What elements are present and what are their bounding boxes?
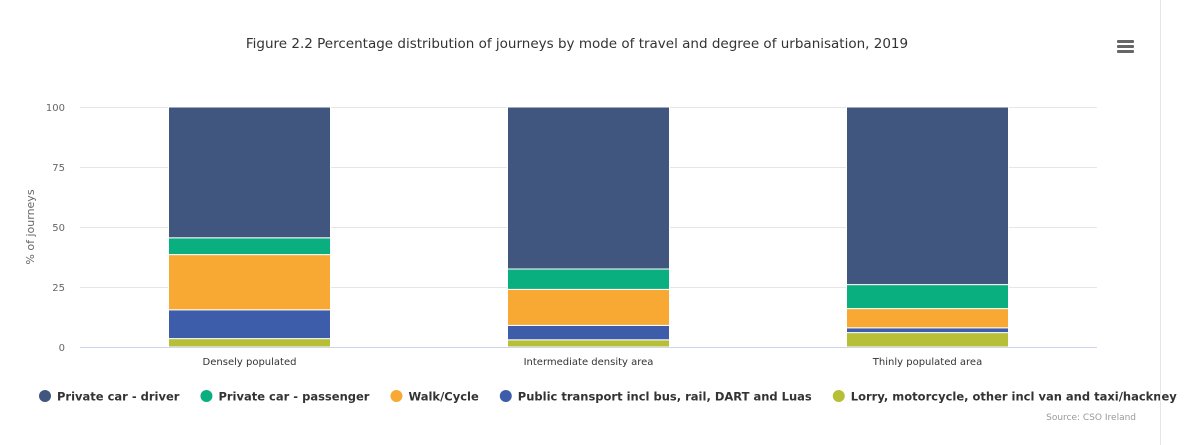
menu-icon-bar (1117, 40, 1134, 43)
chart-title: Figure 2.2 Percentage distribution of jo… (246, 36, 908, 52)
legend-marker (499, 390, 512, 402)
x-tick-label: Densely populated (203, 357, 297, 368)
x-tick-label: Thinly populated area (872, 357, 982, 368)
legend-label: Private car - driver (57, 390, 180, 404)
bar-segment[interactable] (846, 106, 1009, 286)
x-axis-labels: Densely populated Intermediate density ar… (203, 357, 983, 368)
bar-segment[interactable] (846, 284, 1009, 310)
bar-segment[interactable] (846, 308, 1009, 329)
bar-segment[interactable] (507, 324, 670, 341)
y-tick-label: 75 (52, 163, 65, 174)
legend-marker (200, 390, 213, 402)
bar-segment[interactable] (507, 288, 670, 326)
bar-segment[interactable] (168, 237, 331, 256)
legend-marker (832, 390, 845, 402)
y-tick-label: 25 (52, 283, 65, 294)
legend-item[interactable]: Private car - driver (39, 390, 180, 404)
bar-segment[interactable] (168, 309, 331, 340)
bar-segment[interactable] (168, 338, 331, 348)
y-tick-label: 100 (46, 103, 65, 114)
legend-label: Private car - passenger (218, 390, 369, 404)
legend-label: Public transport incl bus, rail, DART an… (518, 390, 812, 404)
legend-item[interactable]: Walk/Cycle (390, 390, 479, 404)
legend-marker (39, 390, 51, 402)
y-tick-label: 0 (59, 343, 65, 354)
legend-item[interactable]: Lorry, motorcycle, other incl van and ta… (832, 390, 1178, 404)
hamburger-menu-icon[interactable] (1114, 38, 1138, 60)
bar-segment[interactable] (846, 327, 1009, 334)
bar-segment[interactable] (507, 106, 670, 270)
bar-segment[interactable] (168, 106, 331, 239)
bar-segment[interactable] (846, 332, 1009, 348)
legend[interactable]: Private car - driver Private car - passen… (39, 390, 1177, 404)
menu-icon-bar (1117, 50, 1134, 53)
legend-marker (390, 390, 403, 402)
bar-segment[interactable] (168, 254, 331, 311)
source-credit[interactable]: Source: CSO Ireland (1046, 413, 1136, 423)
bar-segment[interactable] (507, 339, 670, 348)
y-axis-ticks: 0 25 50 75 100 (46, 103, 65, 354)
legend-label: Walk/Cycle (408, 390, 479, 404)
panel-border (1160, 0, 1161, 445)
x-tick-label: Intermediate density area (524, 357, 654, 368)
y-axis-label: % of journeys (24, 189, 37, 264)
legend-label: Lorry, motorcycle, other incl van and ta… (851, 390, 1178, 404)
bar-segment[interactable] (507, 268, 670, 290)
bars (168, 106, 1009, 348)
y-tick-label: 50 (52, 223, 65, 234)
legend-item[interactable]: Private car - passenger (200, 390, 370, 404)
menu-icon-bar (1117, 45, 1134, 48)
legend-item[interactable]: Public transport incl bus, rail, DART an… (499, 390, 812, 404)
